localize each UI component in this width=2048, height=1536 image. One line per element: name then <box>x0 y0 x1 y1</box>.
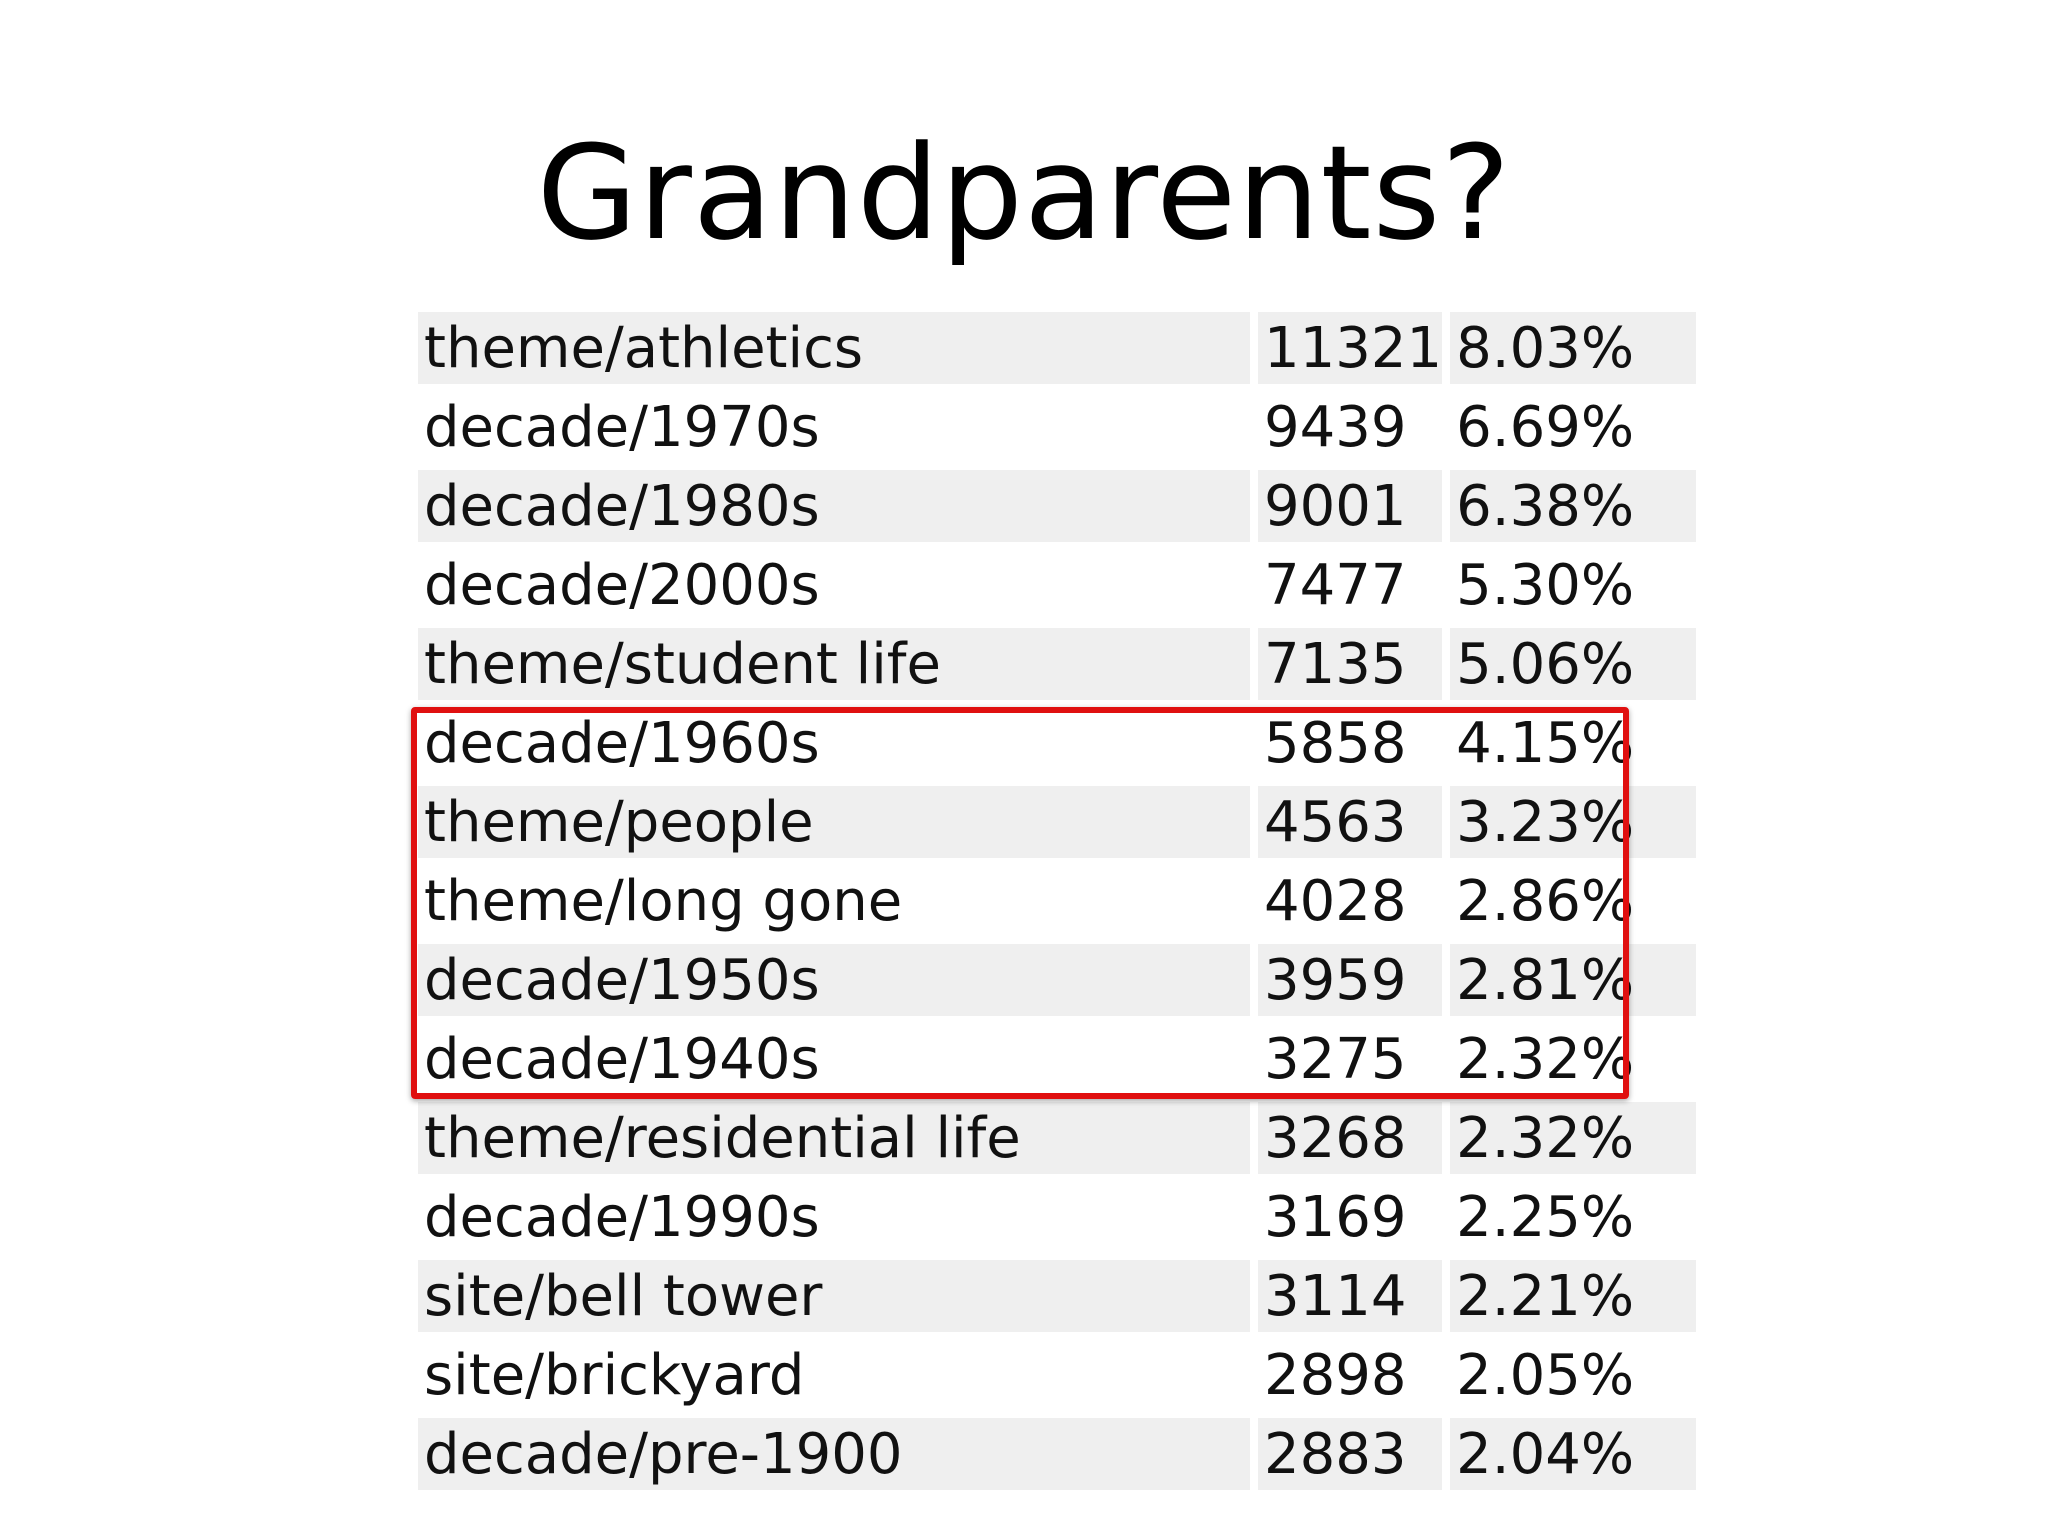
count-cell: 5858 <box>1258 707 1451 786</box>
percent-cell: 5.06% <box>1450 628 1697 707</box>
tag-cell: decade/1980s <box>418 470 1258 549</box>
table-row: theme/athletics 11321 8.03% <box>418 312 1697 391</box>
percent-cell: 3.23% <box>1450 786 1697 865</box>
tag-cell: site/bell tower <box>418 1260 1258 1339</box>
percent-cell: 2.05% <box>1450 1339 1697 1418</box>
count-cell: 4028 <box>1258 865 1451 944</box>
slide-title: Grandparents? <box>536 117 1512 269</box>
percent-cell: 5.30% <box>1450 549 1697 628</box>
tag-cell: theme/athletics <box>418 312 1258 391</box>
table-row: decade/1970s 9439 6.69% <box>418 391 1697 470</box>
table-row: decade/2000s 7477 5.30% <box>418 549 1697 628</box>
tag-cell: decade/1990s <box>418 1181 1258 1260</box>
tag-frequency-table: theme/athletics 11321 8.03% decade/1970s… <box>418 312 1697 1497</box>
percent-cell: 6.69% <box>1450 391 1697 470</box>
count-cell: 2898 <box>1258 1339 1451 1418</box>
table-row: site/bell tower 3114 2.21% <box>418 1260 1697 1339</box>
count-cell: 7135 <box>1258 628 1451 707</box>
tag-cell: decade/2000s <box>418 549 1258 628</box>
table-row-highlighted: theme/people 4563 3.23% <box>418 786 1697 865</box>
count-cell: 3268 <box>1258 1102 1451 1181</box>
count-cell: 2883 <box>1258 1418 1451 1497</box>
percent-cell: 2.81% <box>1450 944 1697 1023</box>
table-row-highlighted: theme/long gone 4028 2.86% <box>418 865 1697 944</box>
table-row: decade/1980s 9001 6.38% <box>418 470 1697 549</box>
table-row: site/brickyard 2898 2.05% <box>418 1339 1697 1418</box>
tag-cell: decade/pre-1900 <box>418 1418 1258 1497</box>
tag-cell: theme/residential life <box>418 1102 1258 1181</box>
count-cell: 4563 <box>1258 786 1451 865</box>
tag-cell: site/brickyard <box>418 1339 1258 1418</box>
count-cell: 3275 <box>1258 1023 1451 1102</box>
tag-cell: theme/long gone <box>418 865 1258 944</box>
count-cell: 11321 <box>1258 312 1451 391</box>
percent-cell: 2.86% <box>1450 865 1697 944</box>
percent-cell: 2.04% <box>1450 1418 1697 1497</box>
table-row-highlighted: decade/1950s 3959 2.81% <box>418 944 1697 1023</box>
table-row: decade/pre-1900 2883 2.04% <box>418 1418 1697 1497</box>
count-cell: 9439 <box>1258 391 1451 470</box>
tag-cell: decade/1950s <box>418 944 1258 1023</box>
count-cell: 7477 <box>1258 549 1451 628</box>
count-cell: 3959 <box>1258 944 1451 1023</box>
tag-cell: decade/1960s <box>418 707 1258 786</box>
percent-cell: 8.03% <box>1450 312 1697 391</box>
percent-cell: 2.21% <box>1450 1260 1697 1339</box>
count-cell: 9001 <box>1258 470 1451 549</box>
table-row: theme/student life 7135 5.06% <box>418 628 1697 707</box>
tag-cell: theme/people <box>418 786 1258 865</box>
percent-cell: 6.38% <box>1450 470 1697 549</box>
percent-cell: 2.32% <box>1450 1023 1697 1102</box>
tag-cell: decade/1940s <box>418 1023 1258 1102</box>
table-row-highlighted: decade/1960s 5858 4.15% <box>418 707 1697 786</box>
table-row: theme/residential life 3268 2.32% <box>418 1102 1697 1181</box>
percent-cell: 2.25% <box>1450 1181 1697 1260</box>
tag-cell: theme/student life <box>418 628 1258 707</box>
table-row: decade/1990s 3169 2.25% <box>418 1181 1697 1260</box>
tag-cell: decade/1970s <box>418 391 1258 470</box>
percent-cell: 2.32% <box>1450 1102 1697 1181</box>
percent-cell: 4.15% <box>1450 707 1697 786</box>
count-cell: 3169 <box>1258 1181 1451 1260</box>
table-row-highlighted: decade/1940s 3275 2.32% <box>418 1023 1697 1102</box>
count-cell: 3114 <box>1258 1260 1451 1339</box>
